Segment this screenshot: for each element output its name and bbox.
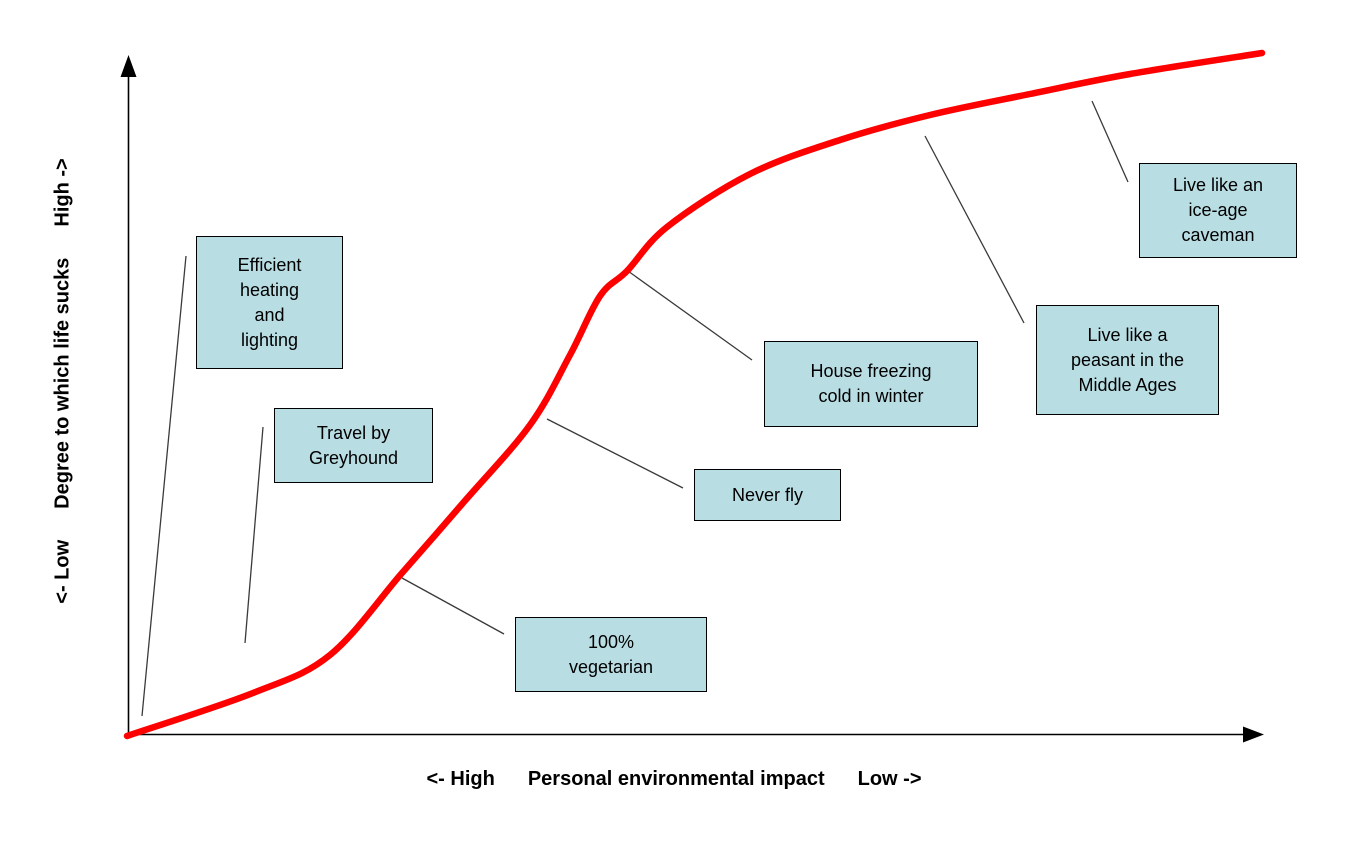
x-axis-label-low: Low -> xyxy=(857,768,922,790)
x-axis-arrowhead xyxy=(1243,726,1264,743)
annotation-box-never-fly: Never fly xyxy=(694,469,841,521)
annotation-label: 100% vegetarian xyxy=(568,631,654,677)
annotation-label: Efficient heating and lighting xyxy=(237,254,302,350)
annotation-box-house-freezing: House freezing cold in winter xyxy=(764,341,978,427)
annotation-box-peasant: Live like a peasant in the Middle Ages xyxy=(1036,305,1219,415)
annotation-box-caveman: Live like an ice-age caveman xyxy=(1139,163,1297,258)
y-axis-label: <- Low Degree to which life sucks High -… xyxy=(49,119,77,644)
annotation-box-travel-greyhound: Travel by Greyhound xyxy=(274,408,433,483)
annotation-label: Live like a peasant in the Middle Ages xyxy=(1070,324,1185,395)
leader-line-peasant xyxy=(924,135,1025,324)
leader-line-house-freezing xyxy=(627,270,753,361)
annotation-label: House freezing cold in winter xyxy=(810,361,932,406)
x-axis-label-title: Personal environmental impact xyxy=(527,768,825,790)
y-axis-arrowhead xyxy=(120,55,137,77)
annotation-box-efficient-heating: Efficient heating and lighting xyxy=(196,236,343,369)
leader-line-travel-greyhound xyxy=(244,426,264,644)
y-axis-label-high: High -> xyxy=(51,158,73,227)
life-sucks-vs-impact-curve xyxy=(123,49,1266,740)
leader-line-caveman xyxy=(1091,100,1129,183)
annotation-box-vegetarian: 100% vegetarian xyxy=(515,617,707,692)
annotation-label: Live like an ice-age caveman xyxy=(1172,175,1264,245)
leader-line-efficient-heating xyxy=(141,255,187,717)
leader-line-never-fly xyxy=(546,418,684,489)
annotation-label: Travel by Greyhound xyxy=(308,422,399,468)
annotation-label: Never fly xyxy=(731,484,803,505)
x-axis-label: <- High Personal environmental impact Lo… xyxy=(0,768,1348,791)
leader-line-vegetarian xyxy=(401,577,505,635)
x-axis-label-high: <- High xyxy=(426,768,495,790)
y-axis-label-low: <- Low xyxy=(51,539,73,604)
y-axis-label-title: Degree to which life sucks xyxy=(51,257,73,509)
